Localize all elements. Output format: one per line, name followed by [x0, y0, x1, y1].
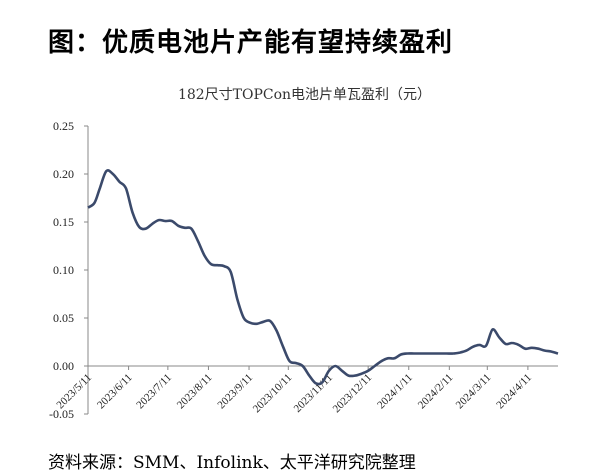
- y-tick-label: 0.00: [53, 359, 74, 373]
- data-point: [459, 351, 461, 353]
- data-point: [439, 352, 441, 354]
- data-point: [269, 320, 271, 322]
- data-point: [223, 265, 225, 267]
- data-point: [302, 365, 304, 367]
- data-point: [288, 360, 290, 362]
- data-point: [256, 323, 258, 325]
- y-tick-label: 0.15: [53, 215, 74, 229]
- data-point: [315, 382, 317, 384]
- data-point: [144, 228, 146, 230]
- data-point: [171, 220, 173, 222]
- data-point: [236, 298, 238, 300]
- data-point: [275, 329, 277, 331]
- data-point: [93, 202, 95, 204]
- data-point: [465, 349, 467, 351]
- data-point: [504, 343, 506, 345]
- data-point: [328, 370, 330, 372]
- data-point: [550, 350, 552, 352]
- x-tick-label: 2023/8/11: [175, 372, 215, 412]
- data-point: [511, 342, 513, 344]
- data-point: [406, 352, 408, 354]
- data-point: [374, 365, 376, 367]
- data-point: [118, 181, 120, 183]
- x-tick-label: 2023/9/11: [215, 372, 255, 412]
- data-point: [197, 240, 199, 242]
- x-tick-label: 2023/12/11: [331, 372, 375, 416]
- x-tick-label: 2023/10/11: [251, 372, 295, 416]
- x-tick-label: 2023/7/11: [134, 372, 174, 412]
- y-tick-label: -0.05: [49, 407, 74, 421]
- data-point: [413, 352, 415, 354]
- data-point: [452, 352, 454, 354]
- x-tick-label: 2023/11/11: [292, 372, 335, 415]
- page-title: 图：优质电池片产能有望持续盈利: [48, 28, 454, 58]
- x-tick-label: 2024/2/11: [416, 372, 456, 412]
- data-point: [158, 219, 160, 221]
- data-point: [334, 365, 336, 367]
- data-point: [498, 336, 500, 338]
- data-point: [87, 206, 89, 208]
- data-point: [249, 322, 251, 324]
- data-point: [367, 370, 369, 372]
- data-point: [131, 211, 133, 213]
- data-point: [341, 370, 343, 372]
- data-point: [138, 226, 140, 228]
- data-point: [485, 345, 487, 347]
- data-point: [518, 344, 520, 346]
- data-point: [537, 348, 539, 350]
- data-point: [230, 271, 232, 273]
- x-tick-label: 2024/4/11: [494, 372, 534, 412]
- data-point: [354, 374, 356, 376]
- data-point: [419, 352, 421, 354]
- chart-title: 182尺寸TOPCon电池片单瓦盈利（元）: [177, 87, 432, 103]
- data-point: [262, 321, 264, 323]
- data-point: [282, 346, 284, 348]
- data-point: [426, 352, 428, 354]
- source-note: 资料来源：SMM、Infolink、太平洋研究院整理: [48, 453, 416, 473]
- data-point: [393, 357, 395, 359]
- y-tick-label: 0.25: [53, 119, 74, 133]
- series-layer: [87, 169, 559, 386]
- x-tick-label: 2023/6/11: [95, 372, 135, 412]
- data-point: [446, 352, 448, 354]
- data-point: [308, 374, 310, 376]
- data-point: [321, 381, 323, 383]
- y-tick-label: 0.05: [53, 311, 74, 325]
- data-point: [557, 352, 559, 354]
- data-point: [380, 360, 382, 362]
- data-point: [295, 362, 297, 364]
- data-point: [203, 254, 205, 256]
- data-point: [491, 328, 493, 330]
- data-point: [432, 352, 434, 354]
- data-point: [347, 374, 349, 376]
- x-tick-label: 2024/3/11: [454, 372, 494, 412]
- data-point: [105, 170, 107, 172]
- data-point: [216, 264, 218, 266]
- data-point: [151, 223, 153, 225]
- data-point: [112, 173, 114, 175]
- data-point: [387, 357, 389, 359]
- y-tick-label: 0.20: [53, 167, 74, 181]
- x-tick-label: 2024/1/11: [375, 372, 415, 412]
- data-point: [184, 227, 186, 229]
- data-point: [360, 373, 362, 375]
- data-point: [125, 187, 127, 189]
- data-point: [243, 317, 245, 319]
- y-tick-label: 0.10: [53, 263, 74, 277]
- data-point: [524, 348, 526, 350]
- data-point: [472, 346, 474, 348]
- data-point: [210, 263, 212, 265]
- data-point: [177, 225, 179, 227]
- series-line: [87, 169, 559, 386]
- data-point: [400, 353, 402, 355]
- data-point: [531, 347, 533, 349]
- data-point: [478, 344, 480, 346]
- data-point: [99, 187, 101, 189]
- data-point: [164, 220, 166, 222]
- x-axis: 2023/5/11 2023/6/11 2023/7/11 2023/8/11 2023…: [54, 365, 558, 416]
- data-point: [544, 349, 546, 351]
- data-point: [190, 228, 192, 230]
